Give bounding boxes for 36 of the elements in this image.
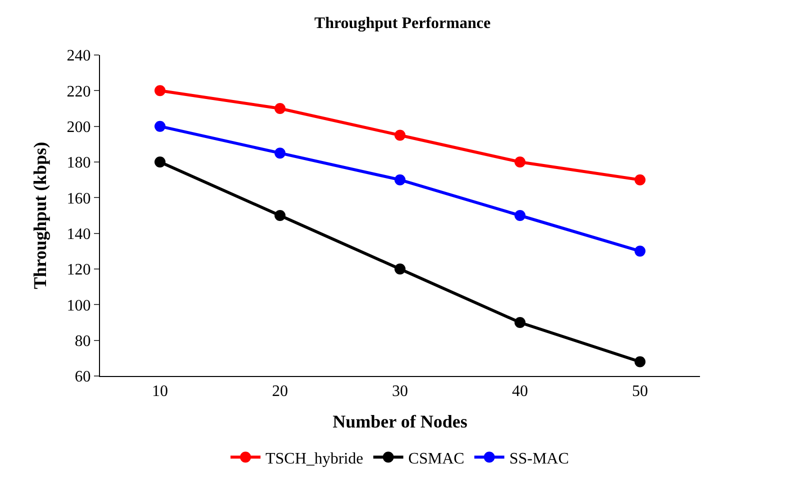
point (154, 85, 166, 96)
y-tick-label: 220 (66, 83, 91, 100)
point (514, 210, 526, 221)
x-tick-label: 40 (512, 383, 528, 400)
x-tick-label: 10 (152, 383, 168, 400)
y-tick-label: 160 (66, 190, 91, 208)
point (274, 103, 286, 114)
x-tick-label: 50 (632, 383, 648, 400)
legend-label: SS-MAC (509, 450, 569, 468)
legend-label: CSMAC (408, 450, 464, 468)
point (154, 120, 166, 132)
point (634, 246, 646, 257)
x-tick-label: 30 (392, 383, 408, 400)
chart-title: Throughput Performance (314, 15, 491, 32)
y-tick-label: 140 (66, 226, 91, 243)
point (634, 174, 646, 186)
y-tick-label: 60 (74, 368, 91, 386)
y-tick-label: 200 (66, 118, 91, 136)
point (634, 356, 646, 368)
y-tick-label: 240 (66, 48, 91, 65)
point (154, 156, 166, 168)
point (394, 174, 406, 186)
x-tick-label: 20 (272, 383, 288, 400)
x-axis-title: Number of Nodes (332, 411, 468, 432)
point (394, 264, 406, 274)
y-tick-label: 120 (66, 262, 91, 279)
point (514, 317, 526, 328)
point (274, 148, 286, 159)
point (514, 156, 526, 168)
y-axis-title: Throughput (kbps) (30, 142, 50, 290)
point (274, 210, 286, 221)
point (394, 130, 406, 141)
y-tick-label: 180 (66, 154, 91, 172)
legend-label: TSCH_hybride (266, 450, 364, 468)
y-tick-label: 100 (66, 297, 91, 314)
y-tick-label: 80 (74, 332, 91, 350)
